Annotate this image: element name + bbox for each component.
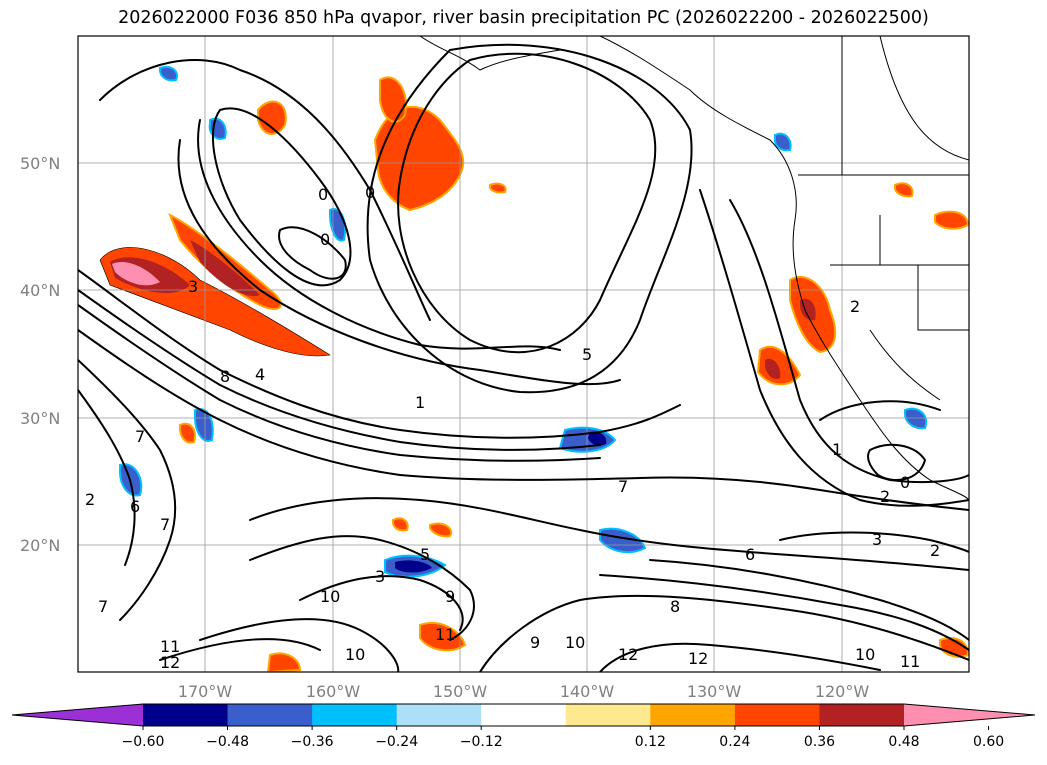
contour-label: 2 xyxy=(880,487,890,506)
contour-label: 5 xyxy=(582,345,592,364)
colorbar-swatch xyxy=(396,704,482,726)
contour-label: 8 xyxy=(670,597,680,616)
lon-label: 140°W xyxy=(560,682,615,701)
colorbar-tick-label: 0.60 xyxy=(973,734,1004,750)
contour-label: 2 xyxy=(85,490,95,509)
contour-label: 10 xyxy=(320,587,340,606)
plot-area xyxy=(78,36,969,672)
contour-label: 11 xyxy=(900,652,920,671)
contour-label: 11 xyxy=(160,637,180,656)
colorbar-swatch xyxy=(143,704,229,726)
colorbar-extend-high xyxy=(904,704,1035,726)
lon-axis-labels: 170°W 160°W 150°W 140°W 130°W 120°W xyxy=(178,682,870,701)
contour-labels: 0 0 0 0 1 1 2 2 2 2 3 3 3 4 5 6 6 7 7 7 … xyxy=(85,183,940,672)
lon-label: 160°W xyxy=(306,682,361,701)
contour-label: 12 xyxy=(688,649,708,668)
contour-label: 7 xyxy=(160,515,170,534)
colorbar-swatch xyxy=(481,704,567,726)
colorbar: −0.60 −0.48 −0.36 −0.24 −0.12 0.12 0.24 0.36 0.4… xyxy=(11,703,1036,750)
contour-label: 7 xyxy=(135,427,145,446)
contour-label: 0 xyxy=(900,473,910,492)
colorbar-tick-label: −0.60 xyxy=(122,734,165,750)
map-title: 2026022000 F036 850 hPa qvapor, river ba… xyxy=(118,8,929,28)
lon-label: 150°W xyxy=(433,682,488,701)
colorbar-swatch xyxy=(312,704,398,726)
colorbar-swatch xyxy=(565,704,651,726)
qvapor-contours xyxy=(78,43,969,672)
contour-label: 2 xyxy=(850,297,860,316)
colorbar-tick-label: 0.48 xyxy=(888,734,919,750)
contour-label: 10 xyxy=(345,645,365,664)
contour-label: 1 xyxy=(415,393,425,412)
contour-label: 0 xyxy=(320,230,330,249)
lat-axis-labels: 50°N 40°N 30°N 20°N xyxy=(20,154,60,555)
contour-label: 9 xyxy=(530,633,540,652)
contour-label: 3 xyxy=(188,277,198,296)
lon-label: 170°W xyxy=(178,682,233,701)
lat-label: 20°N xyxy=(20,536,60,555)
contour-label: 6 xyxy=(745,545,755,564)
contour-label: 2 xyxy=(930,541,940,560)
contour-label: 10 xyxy=(565,633,585,652)
colorbar-tick-label: 0.12 xyxy=(635,734,666,750)
contour-label: 12 xyxy=(618,645,638,664)
contour-label: 12 xyxy=(160,653,180,672)
contour-label: 10 xyxy=(855,645,875,664)
colorbar-swatch xyxy=(734,704,820,726)
contour-label: 6 xyxy=(130,497,140,516)
colorbar-tick-label: −0.48 xyxy=(206,734,249,750)
colorbar-swatch xyxy=(227,704,313,726)
lon-label: 130°W xyxy=(687,682,742,701)
contour-label: 7 xyxy=(98,597,108,616)
contour-label: 7 xyxy=(618,477,628,496)
plot-frame xyxy=(77,35,970,673)
contour-label: 0 xyxy=(318,185,328,204)
colorbar-swatch xyxy=(650,704,736,726)
contour-label: 3 xyxy=(375,567,385,586)
colorbar-tick-label: −0.36 xyxy=(291,734,334,750)
colorbar-tick-label: 0.24 xyxy=(719,734,750,750)
colorbar-tick-label: −0.12 xyxy=(460,734,503,750)
contour-label: 11 xyxy=(435,625,455,644)
colorbar-tick-label: −0.24 xyxy=(375,734,418,750)
colorbar-swatch xyxy=(819,704,905,726)
coastlines xyxy=(419,36,969,501)
contour-label: 3 xyxy=(872,530,882,549)
contour-label: 8 xyxy=(220,367,230,386)
lat-label: 40°N xyxy=(20,281,60,300)
contour-label: 9 xyxy=(445,587,455,606)
contour-label: 4 xyxy=(255,365,265,384)
lat-label: 50°N xyxy=(20,154,60,173)
graticule xyxy=(78,36,969,672)
contour-label: 5 xyxy=(420,545,430,564)
lat-label: 30°N xyxy=(20,409,60,428)
contour-label: 0 xyxy=(365,183,375,202)
colorbar-extend-low xyxy=(12,704,143,726)
colorbar-tick-label: 0.36 xyxy=(804,734,835,750)
lon-label: 120°W xyxy=(815,682,870,701)
contour-label: 1 xyxy=(832,440,842,459)
